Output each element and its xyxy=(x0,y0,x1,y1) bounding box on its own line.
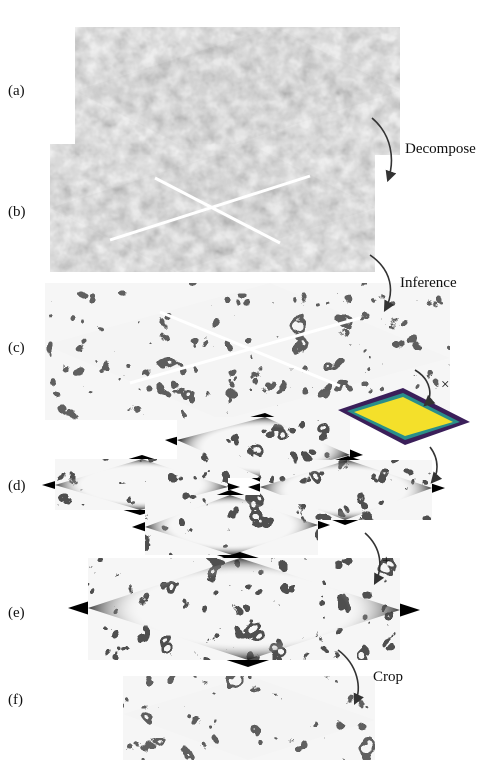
label-c: (c) xyxy=(8,340,25,356)
label-f: (f) xyxy=(8,692,23,708)
weighted-tile-back xyxy=(165,413,363,483)
arrow-add xyxy=(364,532,385,585)
arrow-decompose xyxy=(371,117,397,183)
label-d: (d) xyxy=(8,478,26,494)
step-add-label: + xyxy=(382,553,390,569)
panel-a-em-slice xyxy=(75,27,400,155)
weight-map xyxy=(338,388,470,445)
step-inference-label: Inference xyxy=(400,275,457,291)
label-a: (a) xyxy=(8,83,25,99)
weighted-tile-front xyxy=(132,490,330,560)
step-crop-label: Crop xyxy=(373,669,403,685)
label-b: (b) xyxy=(8,204,26,220)
arrow-weight-to-d xyxy=(429,446,443,484)
panel-d-weighted-tiles xyxy=(42,413,445,560)
step-decompose-label: Decompose xyxy=(405,141,476,157)
panel-c-seg-tiles xyxy=(45,283,450,420)
step-multiply-label: × xyxy=(441,377,449,393)
arrow-multiply xyxy=(414,369,436,407)
panel-b-em-tiles xyxy=(50,144,375,272)
arrow-inference xyxy=(369,254,395,312)
label-e: (e) xyxy=(8,605,25,621)
panel-e-summed xyxy=(68,552,420,667)
arrow-crop xyxy=(337,649,364,706)
weighted-tile-right xyxy=(248,456,445,525)
panel-f-cropped xyxy=(123,676,375,760)
weighted-tile-left xyxy=(42,455,240,515)
